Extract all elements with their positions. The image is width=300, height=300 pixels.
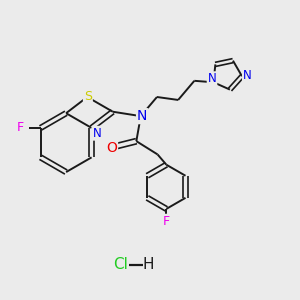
Text: S: S — [84, 91, 92, 103]
Text: F: F — [16, 122, 23, 134]
Text: N: N — [137, 109, 147, 123]
Text: N: N — [208, 72, 216, 85]
Text: F: F — [163, 215, 170, 228]
Text: Cl: Cl — [113, 257, 128, 272]
Text: N: N — [92, 127, 101, 140]
Text: H: H — [143, 257, 154, 272]
Text: O: O — [106, 141, 117, 155]
Text: N: N — [243, 69, 252, 82]
